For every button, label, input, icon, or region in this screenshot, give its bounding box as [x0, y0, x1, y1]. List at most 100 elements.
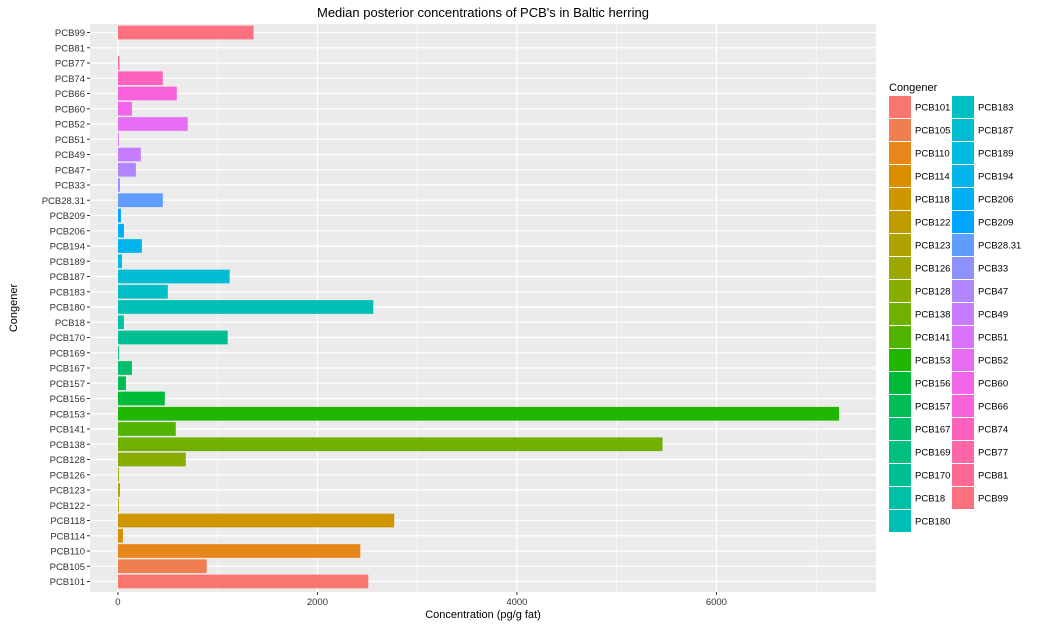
legend-label: PCB156	[915, 379, 950, 390]
y-tick-label: PCB18	[55, 318, 85, 329]
y-tick-label: PCB52	[55, 120, 85, 131]
legend-key	[889, 487, 911, 509]
y-tick-label: PCB180	[50, 303, 85, 314]
x-tick-label: 0	[115, 597, 120, 608]
y-tick-label: PCB183	[50, 287, 85, 298]
y-tick-label: PCB189	[50, 257, 85, 268]
y-tick-label: PCB49	[55, 150, 85, 161]
legend-label: PCB105	[915, 126, 950, 137]
legend-key	[952, 280, 974, 302]
legend-label: PCB74	[978, 425, 1008, 436]
bar-pcb126	[117, 467, 119, 482]
x-axis-title: Concentration (pg/g fat)	[425, 609, 541, 621]
y-tick-label: PCB138	[50, 440, 85, 451]
y-tick-label: PCB110	[50, 547, 85, 558]
legend-label: PCB170	[915, 471, 950, 482]
legend-label: PCB194	[978, 172, 1013, 183]
y-tick-label: PCB60	[55, 104, 85, 115]
legend-key	[952, 349, 974, 371]
legend-label: PCB18	[915, 494, 945, 505]
legend-key	[952, 234, 974, 256]
y-tick-label: PCB28.31	[42, 196, 85, 207]
legend-label: PCB138	[915, 310, 950, 321]
bar-pcb110	[117, 544, 361, 558]
legend-label: PCB187	[978, 126, 1013, 137]
legend-label: PCB123	[915, 241, 950, 252]
legend-key	[952, 165, 974, 187]
y-tick-label: PCB77	[55, 59, 85, 70]
bar-pcb180	[117, 300, 374, 314]
legend-key	[889, 142, 911, 164]
bar-pcb156	[117, 391, 165, 406]
legend-label: PCB169	[915, 448, 950, 459]
bar-pcb169	[117, 345, 119, 360]
y-tick-label: PCB114	[50, 531, 85, 542]
y-tick-label: PCB66	[55, 89, 85, 100]
legend-key	[952, 326, 974, 348]
legend-label: PCB66	[978, 402, 1008, 413]
y-tick-label: PCB81	[55, 43, 85, 54]
bar-pcb189	[117, 254, 122, 269]
legend-label: PCB183	[978, 103, 1013, 114]
x-tick-label: 2000	[307, 597, 328, 608]
legend-label: PCB33	[978, 264, 1008, 275]
legend-key	[889, 303, 911, 325]
bar-pcb128	[117, 452, 186, 467]
legend-label: PCB153	[915, 356, 950, 367]
bar-pcb99	[117, 25, 254, 40]
legend-key	[952, 487, 974, 509]
bar-pcb28-31	[117, 193, 163, 208]
bar-pcb122	[117, 498, 119, 513]
legend-key	[889, 441, 911, 463]
bar-pcb206	[117, 223, 124, 238]
bar-pcb33	[117, 178, 120, 192]
y-tick-label: PCB123	[50, 486, 85, 497]
legend-key	[952, 211, 974, 233]
legend-key	[952, 418, 974, 440]
y-tick-label: PCB128	[50, 455, 85, 466]
bar-pcb18	[117, 315, 124, 330]
bar-pcb141	[117, 422, 176, 436]
bar-pcb123	[117, 483, 120, 497]
legend-label: PCB114	[915, 172, 950, 183]
legend-label: PCB118	[915, 195, 950, 206]
legend-key	[889, 165, 911, 187]
bar-pcb187	[117, 269, 230, 284]
bar-pcb167	[117, 361, 132, 375]
y-tick-label: PCB51	[55, 135, 85, 146]
legend-label: PCB209	[978, 218, 1013, 229]
y-tick-label: PCB33	[55, 181, 85, 192]
legend-label: PCB77	[978, 448, 1008, 459]
legend-label: PCB141	[915, 333, 950, 344]
bar-pcb183	[117, 284, 168, 299]
legend-key	[889, 188, 911, 210]
legend-key	[889, 211, 911, 233]
y-tick-label: PCB118	[50, 516, 85, 527]
x-tick-label: 4000	[506, 597, 527, 608]
legend-key	[952, 441, 974, 463]
bar-pcb105	[117, 559, 207, 574]
y-tick-label: PCB99	[55, 28, 85, 39]
legend-label: PCB47	[978, 287, 1008, 298]
legend-label: PCB52	[978, 356, 1008, 367]
legend-key	[952, 142, 974, 164]
bar-pcb51	[117, 132, 119, 147]
y-tick-label: PCB126	[50, 470, 85, 481]
legend-key	[889, 418, 911, 440]
legend-key	[889, 96, 911, 118]
legend-key	[952, 464, 974, 486]
bar-pcb114	[117, 528, 123, 543]
legend-key	[952, 119, 974, 141]
legend-label: PCB101	[915, 103, 950, 114]
bar-pcb194	[117, 239, 142, 253]
bar-pcb138	[117, 437, 663, 452]
y-tick-label: PCB105	[50, 562, 85, 573]
bar-pcb153	[117, 406, 840, 421]
legend-key	[889, 349, 911, 371]
legend-key	[889, 464, 911, 486]
x-tick-label: 6000	[706, 597, 727, 608]
legend-label: PCB60	[978, 379, 1008, 390]
y-tick-label: PCB122	[50, 501, 85, 512]
legend-label: PCB28.31	[978, 241, 1021, 252]
